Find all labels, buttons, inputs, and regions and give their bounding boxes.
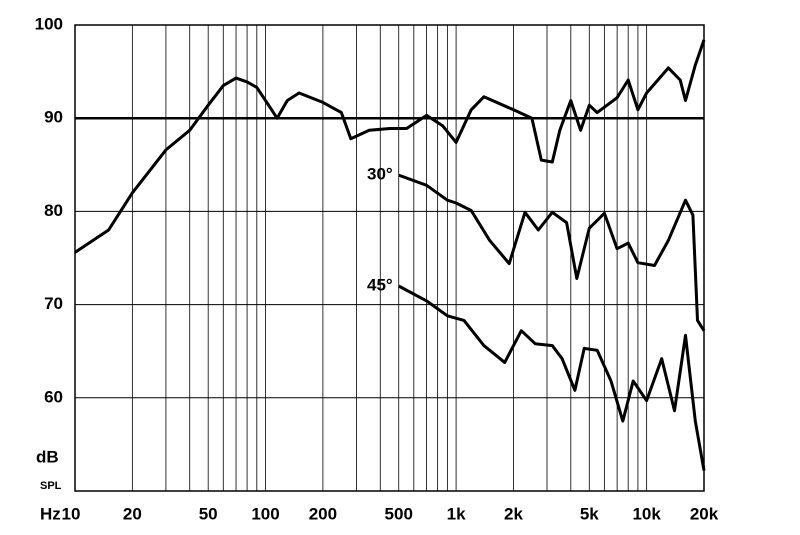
y-tick-label: 70 [44, 294, 63, 313]
y-tick-label: 90 [44, 108, 63, 127]
x-axis-label: Hz [40, 504, 61, 523]
y-axis-sublabel: SPL [40, 480, 62, 492]
x-tick-label: 1k [447, 504, 466, 523]
plot-frame [74, 24, 705, 492]
y-axis-label: dB [36, 447, 59, 466]
x-tick-label: 50 [199, 504, 218, 523]
response-curve [74, 39, 706, 254]
y-tick-label: 60 [44, 387, 63, 406]
curve-label: 45° [367, 275, 393, 294]
x-tick-label: 5k [580, 504, 599, 523]
curve-label: 30° [367, 165, 393, 184]
x-tick-label: 2k [504, 504, 523, 523]
x-tick-label: 500 [385, 504, 413, 523]
x-tick-label: 10k [632, 504, 661, 523]
x-tick-label: 200 [309, 504, 337, 523]
y-tick-label: 100 [35, 14, 63, 33]
x-tick-label: 20 [123, 504, 142, 523]
y-tick-label: 80 [44, 201, 63, 220]
response-curve [397, 284, 706, 471]
x-tick-label: 20k [690, 504, 719, 523]
x-tick-label: 10 [62, 504, 81, 523]
x-tick-label: 100 [251, 504, 279, 523]
response-curve [398, 173, 706, 332]
